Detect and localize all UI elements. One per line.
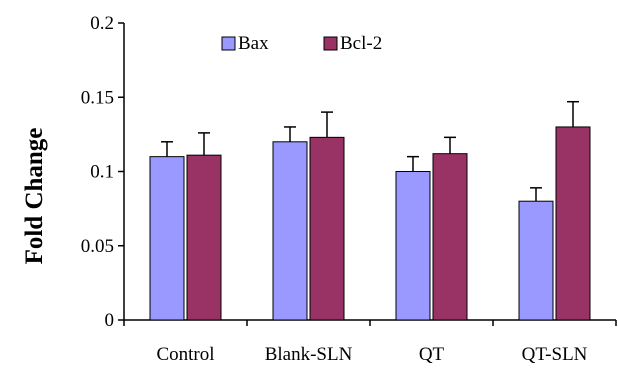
- y-tick-label: 0: [105, 310, 115, 331]
- legend-swatch: [323, 36, 338, 51]
- legend-swatch: [221, 36, 236, 51]
- y-tick-label: 0.15: [81, 87, 114, 108]
- bar-bcl-2: [186, 154, 222, 321]
- x-tick-label: QT: [419, 344, 445, 365]
- bar-bcl-2: [432, 153, 468, 321]
- x-tick-label: QT-SLN: [522, 344, 588, 365]
- y-tick-label: 0.05: [81, 236, 114, 257]
- bar-bax: [395, 171, 431, 321]
- y-tick-label: 0.1: [90, 162, 114, 183]
- legend: Bax Bcl-2: [221, 33, 382, 54]
- bar-bax: [518, 200, 554, 321]
- bar-bax: [149, 156, 185, 321]
- legend-label: Bax: [238, 33, 269, 54]
- x-tick-label: Control: [156, 344, 214, 365]
- bar-bcl-2: [555, 126, 591, 321]
- legend-label: Bcl-2: [340, 33, 382, 54]
- y-axis-title: Fold Change: [21, 128, 48, 265]
- bar-bax: [272, 141, 308, 321]
- y-tick-label: 0.2: [90, 13, 114, 34]
- bar-bcl-2: [309, 136, 345, 321]
- plot-area: 0 0.05 0.1 0.15 0.2 Control Blank-SLN QT QT-SLN: [81, 13, 617, 365]
- x-tick-label: Blank-SLN: [265, 344, 353, 365]
